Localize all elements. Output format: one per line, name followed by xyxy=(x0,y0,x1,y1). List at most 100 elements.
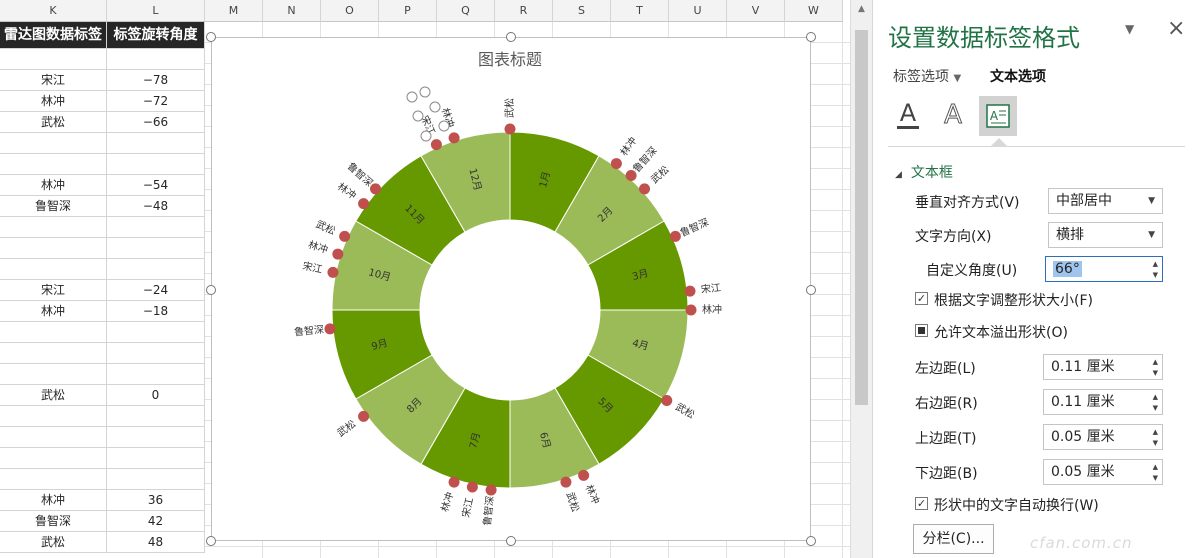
column-header-m[interactable]: M xyxy=(205,0,263,22)
data-point-marker[interactable] xyxy=(639,183,651,195)
chevron-down-icon[interactable]: ▼ xyxy=(1125,22,1135,36)
data-point-marker[interactable] xyxy=(466,481,478,493)
data-label[interactable]: 宋江 xyxy=(700,281,721,296)
cell-k[interactable]: 鲁智深 xyxy=(0,511,107,532)
cell-l[interactable]: −78 xyxy=(107,70,205,91)
data-label[interactable]: 林冲 xyxy=(583,483,603,507)
data-point-marker[interactable] xyxy=(560,476,572,488)
data-label[interactable]: 林冲 xyxy=(438,490,457,513)
cell-l[interactable] xyxy=(107,238,205,259)
chart-resize-handle[interactable] xyxy=(806,32,816,42)
cell-k[interactable] xyxy=(0,343,107,364)
data-point-marker[interactable] xyxy=(448,476,460,488)
cell-k[interactable] xyxy=(0,154,107,175)
data-label[interactable]: 宋江 xyxy=(459,496,476,518)
data-label[interactable]: 鲁智深 xyxy=(293,323,324,339)
cell-l[interactable] xyxy=(107,217,205,238)
column-header-w[interactable]: W xyxy=(785,0,843,22)
cell-l[interactable] xyxy=(107,322,205,343)
resize-shape-checkbox[interactable]: ✓ xyxy=(915,292,928,305)
data-point-marker[interactable] xyxy=(625,169,637,181)
data-label[interactable]: 武松 xyxy=(334,417,358,439)
column-header-v[interactable]: V xyxy=(727,0,785,22)
data-point-marker[interactable] xyxy=(339,230,351,242)
cell-l[interactable]: 0 xyxy=(107,385,205,406)
spin-up-icon[interactable]: ▲ xyxy=(1152,428,1158,436)
chart-title[interactable]: 图表标题 xyxy=(478,50,542,69)
data-label[interactable]: 林冲 xyxy=(702,303,722,316)
cell-l[interactable] xyxy=(107,448,205,469)
text-effects-icon[interactable]: A xyxy=(934,96,972,136)
data-point-marker[interactable] xyxy=(448,132,460,144)
cell-k[interactable] xyxy=(0,469,107,490)
cell-l[interactable] xyxy=(107,133,205,154)
column-header-o[interactable]: O xyxy=(321,0,379,22)
cell-l[interactable]: 36 xyxy=(107,490,205,511)
donut-chart[interactable]: 图表标题 1月 2月 3月 4月 5月 6月 7月 8月 9月 10月 11月 12月 宋江 林冲 武松林… xyxy=(211,37,811,541)
cell-k[interactable] xyxy=(0,217,107,238)
spin-up-icon[interactable]: ▲ xyxy=(1152,358,1158,366)
data-point-marker[interactable] xyxy=(332,248,344,260)
cell-k[interactable] xyxy=(0,322,107,343)
cell-k[interactable]: 宋江 xyxy=(0,280,107,301)
right-margin-input[interactable]: 0.11 厘米 ▲ ▼ xyxy=(1043,389,1163,415)
top-margin-input[interactable]: 0.05 厘米 ▲ ▼ xyxy=(1043,424,1163,450)
cell-k[interactable]: 鲁智深 xyxy=(0,196,107,217)
cell-l[interactable]: −54 xyxy=(107,175,205,196)
overflow-checkbox[interactable] xyxy=(915,324,928,337)
cell-k[interactable]: 林冲 xyxy=(0,301,107,322)
cell-k[interactable]: 林冲 xyxy=(0,490,107,511)
data-point-marker[interactable] xyxy=(669,230,681,242)
data-point-marker[interactable] xyxy=(661,395,673,406)
data-point-marker[interactable] xyxy=(430,139,442,151)
spin-down-icon[interactable]: ▼ xyxy=(1152,404,1158,412)
data-label[interactable]: 林冲 xyxy=(617,134,639,158)
data-label[interactable]: 鲁智深 xyxy=(480,495,496,526)
cell-k[interactable] xyxy=(0,133,107,154)
column-header-r[interactable]: R xyxy=(495,0,553,22)
spin-down-icon[interactable]: ▼ xyxy=(1152,369,1158,377)
columns-button[interactable]: 分栏(C)... xyxy=(913,524,994,554)
chart-resize-handle[interactable] xyxy=(206,32,216,42)
textbox-icon[interactable]: A xyxy=(979,96,1017,136)
data-point-marker[interactable] xyxy=(610,158,622,170)
cell-k[interactable]: 武松 xyxy=(0,532,107,553)
data-label[interactable]: 武松 xyxy=(648,163,672,186)
cell-l[interactable] xyxy=(107,343,205,364)
cell-l[interactable]: −18 xyxy=(107,301,205,322)
data-point-marker[interactable] xyxy=(358,410,370,422)
cell-k[interactable] xyxy=(0,427,107,448)
spin-up-icon[interactable]: ▲ xyxy=(1152,463,1158,471)
chart-resize-handle[interactable] xyxy=(806,536,816,546)
text-fill-outline-icon[interactable]: A xyxy=(889,96,927,136)
data-label[interactable]: 宋江 xyxy=(301,259,323,276)
column-header-p[interactable]: P xyxy=(379,0,437,22)
bottom-margin-input[interactable]: 0.05 厘米 ▲ ▼ xyxy=(1043,459,1163,485)
cell-l[interactable]: 42 xyxy=(107,511,205,532)
cell-k[interactable] xyxy=(0,448,107,469)
data-label[interactable]: 鲁智深 xyxy=(345,160,376,190)
cell-l[interactable]: −24 xyxy=(107,280,205,301)
column-header-t[interactable]: T xyxy=(611,0,669,22)
data-label[interactable]: 武松 xyxy=(564,490,583,513)
data-label[interactable]: 武松 xyxy=(314,217,338,237)
cell-l[interactable] xyxy=(107,364,205,385)
data-label[interactable]: 武松 xyxy=(673,400,697,421)
column-header-k[interactable]: K xyxy=(0,0,107,22)
cell-k[interactable] xyxy=(0,406,107,427)
data-point-marker[interactable] xyxy=(578,469,590,481)
cell-k[interactable]: 林冲 xyxy=(0,91,107,112)
cell-l[interactable]: −48 xyxy=(107,196,205,217)
header-cell-k[interactable]: 雷达图数据标签 xyxy=(0,22,107,49)
cell-l[interactable] xyxy=(107,154,205,175)
spin-down-icon[interactable]: ▼ xyxy=(1152,474,1158,482)
cell-l[interactable] xyxy=(107,259,205,280)
custom-angle-input[interactable]: 66° ▲ ▼ xyxy=(1045,256,1163,282)
data-point-marker[interactable] xyxy=(684,285,696,297)
vertical-align-dropdown[interactable]: 中部居中 ▼ xyxy=(1048,188,1163,214)
text-direction-dropdown[interactable]: 横排 ▼ xyxy=(1048,222,1163,248)
chart-resize-handle[interactable] xyxy=(506,536,516,546)
section-textbox[interactable]: ◢ 文本框 xyxy=(895,162,953,182)
chart-resize-handle[interactable] xyxy=(206,285,216,295)
spin-down-icon[interactable]: ▼ xyxy=(1152,439,1158,447)
